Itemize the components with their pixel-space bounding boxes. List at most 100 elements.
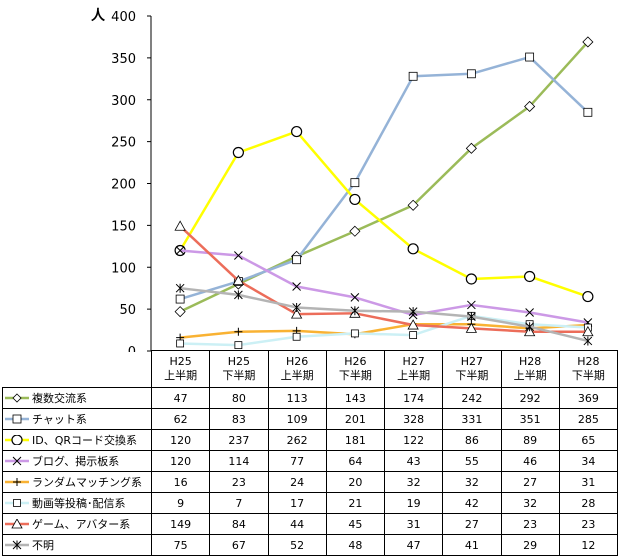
category-year: H25 (227, 355, 251, 368)
table-row: ゲーム、アバター系 149 84 44 45 31 27 23 23 (2, 513, 619, 535)
value-cell: 47 (383, 534, 444, 556)
series-line (179, 225, 588, 333)
series-name: 動画等投稿･配信系 (32, 497, 126, 510)
value-cell: 20 (325, 471, 386, 493)
category-label: H26 上半期 (267, 350, 327, 388)
table-row: ブログ、掲示板系 120 114 77 64 43 55 46 34 (2, 450, 619, 472)
value-cell: 201 (325, 408, 386, 430)
series-name-cell: ゲーム、アバター系 (2, 513, 152, 535)
table-row: チャット系 62 83 109 201 328 331 351 285 (2, 408, 619, 430)
table-corner (2, 350, 152, 388)
data-point (291, 125, 303, 138)
value-cell: 32 (500, 492, 560, 514)
value-cell: 75 (150, 534, 211, 556)
series-2 (175, 52, 593, 304)
value-cell: 9 (150, 492, 211, 514)
data-point (292, 255, 302, 265)
category-label: H25 下半期 (209, 350, 269, 388)
series-name: ブログ、掲示板系 (32, 455, 120, 468)
legend-marker (5, 477, 29, 490)
value-cell: 369 (558, 387, 619, 409)
data-point (524, 100, 536, 113)
value-cell: 351 (500, 408, 560, 430)
data-point (174, 306, 186, 318)
y-tick-label: 400 (111, 10, 136, 25)
data-point (409, 331, 418, 339)
value-cell: 113 (267, 387, 327, 409)
category-half: 上半期 (280, 369, 314, 382)
y-tick-label: 350 (111, 52, 136, 67)
value-cell: 89 (500, 429, 560, 451)
data-point (12, 540, 22, 549)
value-cell: 48 (325, 534, 386, 556)
category-year: H26 (344, 355, 367, 368)
series-layer (174, 36, 594, 350)
value-cell: 23 (500, 513, 560, 535)
data-point (582, 290, 594, 303)
category-label: H26 下半期 (325, 350, 386, 388)
category-half: 上半期 (164, 369, 198, 382)
data-point (11, 517, 23, 528)
value-cell: 43 (383, 450, 444, 472)
value-cell: 83 (209, 408, 269, 430)
series-3 (174, 125, 594, 303)
data-point (292, 302, 301, 312)
data-point (407, 243, 419, 255)
data-point (583, 107, 593, 117)
data-point (174, 220, 186, 231)
table-row: 動画等投稿･配信系 9 7 17 21 19 42 32 28 (2, 492, 619, 514)
category-label: H27 下半期 (442, 350, 502, 388)
data-point (13, 477, 21, 486)
legend-marker (5, 540, 29, 553)
data-point (408, 307, 418, 317)
table-row: ランダムマッチング系 16 23 24 20 32 32 27 31 (2, 471, 619, 493)
value-cell: 31 (558, 471, 619, 493)
data-point (12, 392, 22, 403)
value-cell: 55 (442, 450, 502, 472)
value-cell: 23 (558, 513, 619, 535)
value-cell: 77 (267, 450, 327, 472)
series-line (179, 55, 589, 301)
table-row: ID、QRコード交換系 120 237 262 181 122 86 89 65 (2, 429, 619, 451)
value-cell: 120 (150, 450, 211, 472)
series-name-cell: ランダムマッチング系 (2, 471, 152, 493)
value-cell: 21 (325, 492, 386, 514)
data-point (583, 336, 593, 346)
value-cell: 149 (150, 513, 211, 535)
value-cell: 114 (209, 450, 269, 472)
data-point (467, 300, 476, 310)
value-cell: 285 (558, 408, 619, 430)
series-name: 不明 (32, 539, 54, 552)
value-cell: 45 (325, 513, 386, 535)
data-point (175, 294, 185, 304)
legend-marker (5, 498, 29, 511)
value-cell: 237 (209, 429, 269, 451)
value-cell: 47 (150, 387, 211, 409)
data-point (349, 225, 361, 237)
series-line (179, 286, 589, 343)
legend-marker (5, 392, 29, 406)
data-point (175, 283, 185, 293)
series-name: チャット系 (32, 413, 87, 426)
y-tick-label: 250 (111, 136, 136, 151)
series-name: 複数交流系 (32, 392, 87, 405)
table-row: 複数交流系 47 80 113 143 174 242 292 369 (2, 387, 619, 409)
value-cell: 174 (383, 387, 444, 409)
series-name-cell: ID、QRコード交換系 (2, 429, 152, 451)
category-half: 下半期 (455, 369, 489, 382)
data-point (582, 36, 594, 48)
data-point (407, 319, 419, 330)
data-point (525, 322, 534, 332)
value-cell: 34 (558, 450, 619, 472)
category-half: 下半期 (571, 369, 605, 382)
category-label: H28 上半期 (500, 350, 560, 388)
category-year: H26 (285, 355, 309, 368)
value-cell: 16 (150, 471, 211, 493)
line-chart: 人 0 50 100 150 200 250 300 350 400 (91, 7, 594, 352)
value-cell: 328 (383, 408, 444, 430)
value-cell: 32 (442, 471, 502, 493)
data-point (465, 273, 477, 285)
value-cell: 64 (325, 450, 386, 472)
y-tick-label: 0 (128, 345, 136, 352)
value-cell: 262 (267, 429, 327, 451)
